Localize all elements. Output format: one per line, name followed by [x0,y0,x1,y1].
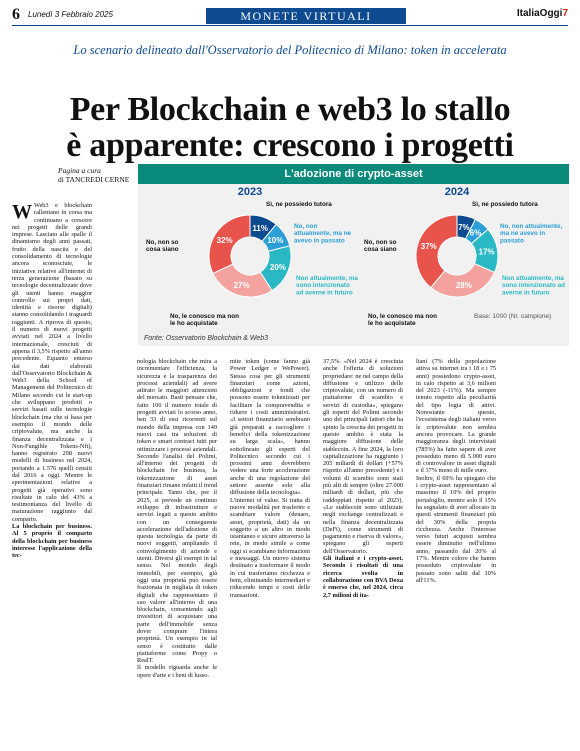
legend-2023-dontknow: No, non so cosa siano [146,239,179,253]
column-5: liani (7% della popolazione attiva su in… [416,358,496,746]
slice-label-2024-4: 37% [421,242,437,251]
headline-line-1: Per Blockchain e web3 lo stallo [69,91,511,128]
headline-line-2: è apparente: crescono i progetti [66,127,514,164]
slice-label-2023-4: 32% [217,236,233,245]
legend-2023-know: No, le conosco ma non le ho acquistate [170,313,239,327]
slice-label-2023-2: 20% [270,263,286,272]
page-number: 6 [12,6,20,23]
chart-source: Fonte: Osservatorio Blockchain & Web3 [144,335,268,342]
col3-para-2: L'internet of value. Si tratta di nuove … [230,496,310,599]
byline: Pagina a cura di TANCREDI CERNE [58,166,129,184]
col1-para-2: La blockchain per business. Al 5 proprio… [12,523,92,560]
col1-para-1: W Web3 e blockchain rallentano in corsa m… [12,202,92,523]
legend-2024-notnow: No, non attualmente, ma ne avevo in passat… [500,223,563,244]
legend-2023-notnow: No, non attualmente, ma ne avevo in passat… [294,223,352,244]
col5-para-2: Inoltre, il 69% ha spiegato che i crypto… [416,474,496,584]
page-header: 6 Lunedì 3 Febbraio 2025 MONETE VIRTUALI… [12,6,568,24]
byline-prefix: Pagina a cura [58,166,101,175]
section-title: MONETE VIRTUALI [206,8,406,24]
slice-label-2024-3: 28% [456,281,472,290]
legend-2024-interested: Non attualmente, ma sono intenzionato ad a… [502,275,565,296]
series-year-2024: 2024 [445,186,470,198]
col4-para-1: 37,5%. «Nel 2024 è cresciuta anche l'off… [323,358,403,555]
chart-svg: Fonte: Osservatorio Blockchain & Web3 Ba… [144,186,565,342]
column-4: 37,5%. «Nel 2024 è cresciuta anche l'off… [323,358,403,746]
drop-cap: W [12,202,32,223]
slice-label-2023-3: 27% [234,281,250,290]
chart-base-note: Base: 1000 (Nr. campione) [474,313,551,320]
col5-para-1: liani (7% della popolazione attiva su in… [416,358,496,475]
adoption-chart: L'adozione di crypto-asset Fonte: Osserv… [138,164,569,346]
pie-slice-2024-3 [430,262,496,298]
masthead-logo: ItaliaOggi7 [516,8,568,19]
column-2: nologia blockchain che mira a incrementa… [137,358,217,746]
slice-label-2024-1: 6% [470,228,482,237]
pie-slice-2023-3 [212,263,273,298]
col2-para-1: nologia blockchain che mira a incrementa… [137,358,217,665]
col2-para-2: Il modello riguarda anche le opere d'art… [137,664,217,679]
legend-2023-yes: Sì, ne possiedo tutora [266,201,332,208]
column-3: mite token (come fanno già Power Ledger … [230,358,310,746]
pie-slice-2024-4 [415,214,458,289]
col4-para-2: Gli italiani e i crypto-asset. Secondo i… [323,555,403,599]
series-year-2023: 2023 [238,186,262,198]
pie-slice-2023-4 [208,214,251,275]
slice-label-2023-0: 11% [252,224,268,233]
chart-title: L'adozione di crypto-asset [138,164,569,184]
slice-label-2024-0: 7% [458,223,470,232]
col1-para-1-text: Web3 e blockchain rallentano in corsa ma… [12,202,92,523]
col3-para-1: mite token (come fanno già Power Ledger … [230,358,310,497]
article-headline: Per Blockchain e web3 lo stallo è appare… [12,92,568,164]
legend-2023-interested: Non attualmente, ma sono intenzionato ad a… [296,275,358,296]
slice-label-2023-1: 10% [267,236,283,245]
issue-date: Lunedì 3 Febbraio 2025 [28,10,113,19]
header-rule [12,25,568,26]
legend-2024-know: No, le conosco ma non le ho acquistate [368,313,437,327]
slice-label-2024-2: 17% [479,248,495,257]
column-1: W Web3 e blockchain rallentano in corsa m… [12,202,92,746]
legend-2024-dontknow: No, non so cosa siano [364,239,397,253]
legend-2024-yes: Sì, ne possiedo tutora [472,201,538,208]
article-kicker: Lo scenario delineato dall'Osservatorio … [73,43,507,57]
byline-author: di TANCREDI CERNE [58,175,130,184]
article-body: W Web3 e blockchain rallentano in corsa m… [12,166,568,748]
